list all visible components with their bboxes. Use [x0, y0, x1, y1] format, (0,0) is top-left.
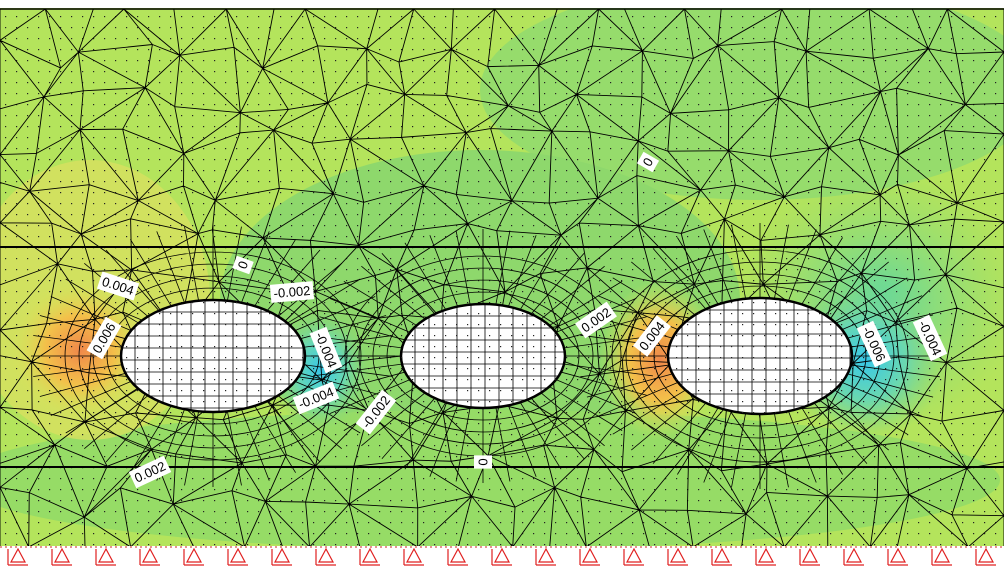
support — [95, 547, 116, 566]
support — [755, 547, 776, 566]
contour-value: -0.002 — [273, 283, 311, 301]
support — [623, 547, 644, 566]
support — [227, 547, 248, 566]
label-background — [269, 281, 315, 303]
support — [51, 547, 72, 566]
openings — [31, 223, 942, 489]
support — [183, 547, 204, 566]
label-background — [633, 315, 671, 357]
label-background — [355, 389, 397, 435]
label-background — [912, 314, 948, 362]
radial-mesh — [578, 223, 942, 489]
contour-value: 0 — [476, 458, 491, 465]
support — [975, 547, 996, 566]
opening-dots — [401, 304, 565, 408]
label-background — [292, 381, 340, 415]
contour-label: -0.002 — [269, 281, 315, 303]
support — [887, 547, 908, 566]
label-background — [232, 255, 254, 275]
support — [491, 547, 512, 566]
contour-label: 0 — [636, 151, 660, 173]
support — [315, 547, 336, 566]
label-background — [309, 326, 343, 374]
support — [403, 547, 424, 566]
support — [843, 547, 864, 566]
support — [7, 547, 28, 566]
field — [0, 8, 1004, 546]
support — [359, 547, 380, 566]
opening-dots — [668, 298, 852, 414]
opening-dots — [121, 300, 305, 412]
support — [799, 547, 820, 566]
label-background — [575, 301, 617, 339]
contour-label: 0 — [474, 455, 492, 469]
contour-label: 0 — [232, 255, 254, 275]
support — [579, 547, 600, 566]
label-background — [96, 271, 140, 301]
support — [139, 547, 160, 566]
support — [535, 547, 556, 566]
support — [271, 547, 292, 566]
supports — [7, 547, 996, 566]
support — [667, 547, 688, 566]
support — [711, 547, 732, 566]
label-background — [128, 455, 172, 489]
label-background — [856, 320, 892, 368]
contour-value: 0 — [235, 259, 252, 271]
support — [931, 547, 952, 566]
label-background — [86, 316, 122, 360]
support — [447, 547, 468, 566]
label-background — [636, 151, 660, 173]
label-background — [474, 455, 492, 469]
